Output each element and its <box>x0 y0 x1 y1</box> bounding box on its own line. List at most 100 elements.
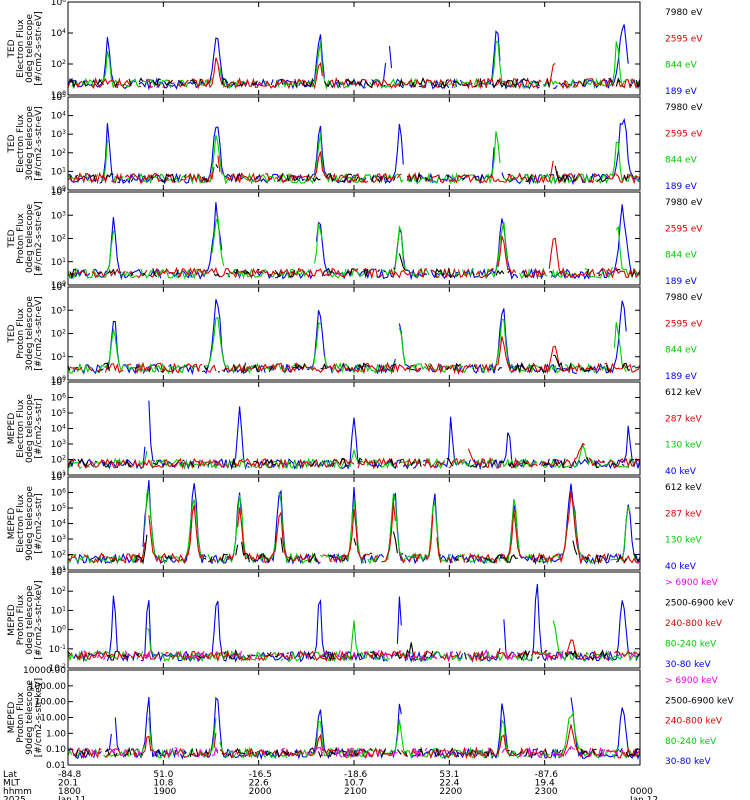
series-trace <box>69 336 640 375</box>
y-tick-label: 101 <box>51 351 66 363</box>
panel-plot-area <box>68 583 640 663</box>
y-axis-label-line: MEPED <box>7 508 17 540</box>
x-axis-tick-label: 2300 <box>535 787 558 797</box>
legend-entry: 7980 eV <box>665 8 703 18</box>
y-axis-label-line: [#/cm2-s-str-eV] <box>34 106 44 181</box>
y-axis-label-line: Electron Flux <box>16 114 26 173</box>
y-tick-label: 101 <box>51 605 66 617</box>
y-axis-label-line: MEPED <box>7 702 17 734</box>
y-axis-label-line: 0deg telescope <box>25 14 35 84</box>
legend-entry: 844 eV <box>665 61 698 71</box>
panel-5: 101 102 103 104 105 106 107 MEPEDElectron Flux0… <box>7 377 702 482</box>
y-tick-label: 102 <box>51 147 66 159</box>
legend-entry: 287 keV <box>665 509 702 519</box>
y-tick-label: 10-1 <box>49 643 67 655</box>
y-tick-label: 104 <box>51 423 66 435</box>
legend-entry: 189 eV <box>665 182 698 192</box>
legend-entry: 40 keV <box>665 562 697 572</box>
x-axis-tick-label: 1900 <box>153 787 176 797</box>
y-axis-label-line: [#/cm2-s-str-eV] <box>34 11 44 86</box>
panel-7: 10-2 10-1 100 101 102 103 MEPEDProton Flux0deg… <box>7 567 734 675</box>
panel-4: 100 101 102 103 104 TEDProton Flux30deg teles… <box>7 282 703 387</box>
y-tick-label: 105 <box>51 408 66 420</box>
series-trace <box>73 299 640 376</box>
y-tick-label: 101 <box>51 470 66 482</box>
y-axis-label-line: MEPED <box>7 413 17 445</box>
y-tick-label: 104 <box>51 187 66 199</box>
y-tick-label: 101 <box>51 256 66 268</box>
legend-entry: 80-240 keV <box>665 737 717 747</box>
x-axis-tick-label: -18.6 <box>344 770 368 780</box>
x-axis-tick-label: 53.1 <box>439 770 459 780</box>
x-axis-tick-label: -84.8 <box>58 770 82 780</box>
y-axis-label-line: [#/cm2-s-str-keV] <box>34 678 44 757</box>
panel-plot-area <box>68 202 640 281</box>
y-axis-label-line: 0deg telescope <box>25 394 35 464</box>
x-axis-tick-label: 2200 <box>439 787 462 797</box>
y-tick-label: 106 <box>51 392 66 404</box>
y-tick-label: 102 <box>51 549 66 561</box>
series-trace <box>68 492 640 563</box>
y-tick-label: 103 <box>51 567 66 579</box>
y-tick-label: 102 <box>51 59 66 71</box>
x-axis-tick-label: -87.6 <box>535 770 559 780</box>
y-axis-label: TEDProton Flux0deg telescope[#/cm2-s-str… <box>7 201 44 276</box>
y-tick-label: 103 <box>51 305 66 317</box>
y-axis-label-line: [#/cm2-s-str-eV] <box>34 201 44 276</box>
y-tick-label: 103 <box>51 439 66 451</box>
legend-entry: > 6900 keV <box>665 578 719 588</box>
y-axis-label: TEDElectron Flux30deg telescope[#/cm2-s-… <box>7 106 44 181</box>
y-tick-label: 101 <box>51 565 66 577</box>
series-trace <box>68 24 640 91</box>
x-axis-tick-label: 1800 <box>58 787 81 797</box>
panel-3: 100 101 102 103 104 TEDProton Flux0deg telesc… <box>7 187 703 292</box>
y-axis-label-line: TED <box>7 39 17 58</box>
legend-entry: 844 eV <box>665 156 698 166</box>
y-tick-label: 104 <box>51 518 66 530</box>
y-tick-label: 0.01 <box>46 761 66 771</box>
y-tick-label: 102 <box>51 586 66 598</box>
y-tick-label: 0.10 <box>46 745 66 755</box>
y-axis-label-line: 30deg telescope <box>25 296 35 371</box>
legend-entry: 287 keV <box>665 414 702 424</box>
series-trace <box>68 202 640 281</box>
y-tick-label: 1.00 <box>46 729 66 739</box>
x-axis-tick-label: 10.7 <box>344 779 364 789</box>
y-axis-label-line: Electron Flux <box>16 19 26 78</box>
y-tick-label: 106 <box>51 0 66 8</box>
x-axis-tick-label: 20.1 <box>58 779 78 789</box>
y-tick-label: 100 <box>51 185 66 197</box>
legend-entry: 7980 eV <box>665 103 703 113</box>
y-tick-label: 102 <box>51 233 66 245</box>
legend-entry: 844 eV <box>665 251 698 261</box>
y-tick-label: 102 <box>51 328 66 340</box>
y-axis-label-line: TED <box>7 324 17 343</box>
x-axis-tick-label: 22.4 <box>439 779 459 789</box>
legend-entry: 30-80 keV <box>665 757 711 767</box>
series-trace <box>68 151 640 185</box>
panel-plot-area <box>68 299 640 373</box>
legend-entry: 240-800 keV <box>665 619 723 629</box>
y-tick-label: 106 <box>51 487 66 499</box>
legend-entry: 2595 eV <box>665 34 703 44</box>
y-tick-label: 101 <box>51 166 66 178</box>
x-axis-tick-label: 0000 <box>630 787 653 797</box>
y-axis-label-line: [#/cm2-s-str] <box>34 398 44 458</box>
panel-6: 101 102 103 104 105 106 107 MEPEDElectron Flux9… <box>7 472 702 577</box>
y-tick-label: 107 <box>51 377 66 389</box>
y-tick-label: 104 <box>51 282 66 294</box>
y-tick-label: 100 <box>51 624 66 636</box>
y-axis-label: TEDElectron Flux0deg telescope[#/cm2-s-s… <box>7 11 44 86</box>
legend-entry: 844 eV <box>665 346 698 356</box>
legend-entry: 240-800 keV <box>665 717 723 727</box>
y-tick-label: 10.00 <box>40 714 66 724</box>
x-axis-row-label: Lat <box>3 770 18 780</box>
y-axis-label: MEPEDElectron Flux90deg telescope[#/cm2-… <box>7 486 44 561</box>
legend-entry: 2595 eV <box>665 319 703 329</box>
y-tick-label: 105 <box>51 92 66 104</box>
panel-frame <box>67 286 641 381</box>
series-trace <box>75 746 639 759</box>
y-axis-label-line: 90deg telescope <box>25 486 35 561</box>
y-axis-label-line: [#/cm2-s-str-eV] <box>34 296 44 371</box>
x-axis-tick-label: 2000 <box>249 787 272 797</box>
